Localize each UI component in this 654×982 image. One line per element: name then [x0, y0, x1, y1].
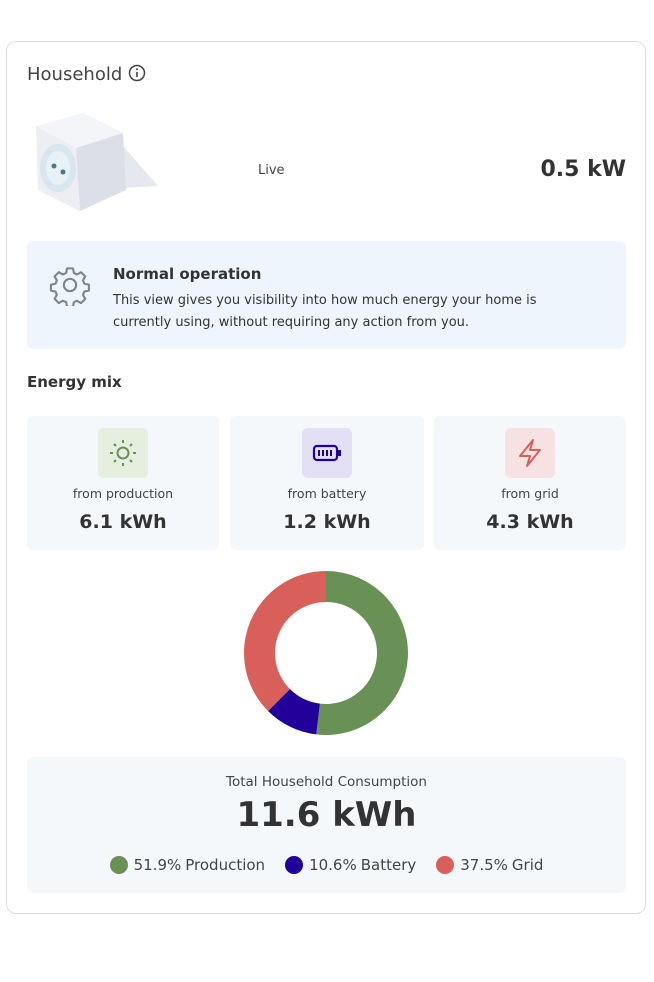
- mix-card: from grid 4.3 kWh: [434, 416, 626, 550]
- legend-name: Production: [185, 856, 266, 874]
- mix-card: from production 6.1 kWh: [27, 416, 219, 550]
- card-label: from battery: [287, 486, 367, 501]
- total-title: Total Household Consumption: [226, 774, 427, 790]
- status-box: Normal operation This view gives you vis…: [27, 241, 626, 349]
- card-value: 1.2 kWh: [283, 511, 371, 533]
- legend-item: 10.6% Battery: [285, 856, 416, 874]
- section-title: Energy mix: [27, 373, 122, 391]
- legend-name: Battery: [360, 856, 417, 874]
- legend-percent: 51.9%: [133, 856, 182, 874]
- legend: 51.9% Production 10.6% Battery 37.5% Grid: [27, 856, 626, 874]
- sun-icon: [98, 428, 148, 478]
- legend-name: Grid: [511, 856, 544, 874]
- plug-image: [36, 113, 158, 211]
- sun: [110, 440, 136, 466]
- title-text: Household: [27, 64, 123, 85]
- status-text: This view gives you visibility into how …: [113, 293, 537, 330]
- status-title: Normal operation: [113, 265, 262, 283]
- live-power: 0.5 kW: [540, 157, 626, 182]
- total-box: Total Household Consumption 11.6 kWh 51.…: [27, 757, 626, 893]
- bolt: [519, 439, 541, 467]
- gear-icon: [49, 267, 90, 306]
- battery-icon: [302, 428, 352, 478]
- grid-icon: [505, 428, 555, 478]
- donut-segment: [244, 571, 326, 711]
- legend-dot: [285, 856, 304, 874]
- legend-dot: [109, 856, 128, 874]
- card-value: 6.1 kWh: [79, 511, 167, 533]
- legend-item: 51.9% Production: [109, 856, 266, 874]
- live-label: Live: [258, 163, 285, 178]
- legend-dot: [436, 856, 455, 874]
- card-label: from grid: [501, 486, 559, 501]
- donut-segment: [268, 689, 320, 735]
- legend-percent: 37.5%: [460, 856, 508, 874]
- total-value: 11.6 kWh: [236, 795, 417, 835]
- legend-percent: 10.6%: [309, 856, 357, 874]
- legend-item: 37.5% Grid: [436, 856, 543, 874]
- card-title: Household: [27, 64, 146, 85]
- card-value: 4.3 kWh: [486, 511, 574, 533]
- battery: [312, 444, 341, 462]
- mix-card: from battery 1.2 kWh: [230, 416, 424, 550]
- donut-chart: [244, 571, 409, 735]
- donut-segment: [316, 571, 409, 735]
- card-label: from production: [72, 486, 174, 501]
- household-card: [6, 41, 646, 914]
- info-icon[interactable]: [128, 64, 146, 82]
